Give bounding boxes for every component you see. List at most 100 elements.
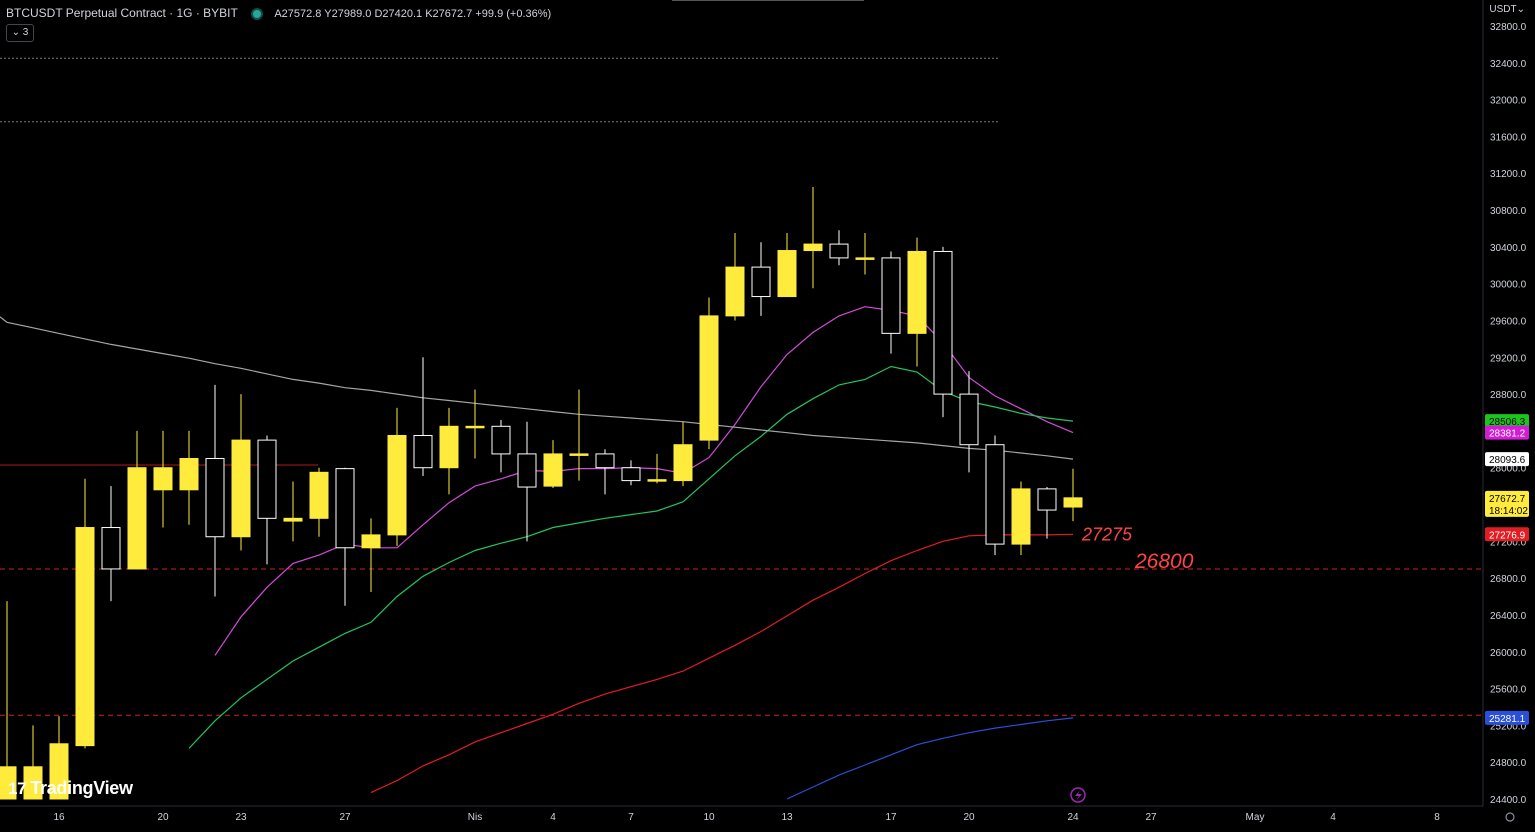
candle-20[interactable] bbox=[517, 421, 537, 542]
candle-19[interactable] bbox=[491, 419, 511, 473]
price-tick-label: 25600.0 bbox=[1490, 685, 1527, 696]
settings-gear-icon bbox=[1505, 812, 1515, 822]
currency-selector[interactable]: USDT⌄ bbox=[1489, 4, 1525, 15]
top-tab-indicator bbox=[672, 0, 864, 1]
chart-header: BTCUSDT Perpetual Contract · 1G · BYBIT … bbox=[6, 6, 551, 20]
collapse-indicators-button[interactable]: ⌄ 3 bbox=[6, 24, 34, 42]
candle-31[interactable] bbox=[803, 187, 823, 289]
candle-body bbox=[829, 243, 849, 259]
tradingview-logo-icon: 17 bbox=[8, 779, 27, 798]
price-tick-label: 27200.0 bbox=[1490, 537, 1527, 548]
price-label-box-5 bbox=[1485, 710, 1529, 725]
candle-body bbox=[491, 425, 511, 455]
time-tick-label: May bbox=[1246, 812, 1265, 823]
moving-average-line-1 bbox=[188, 365, 1074, 749]
time-tick-label: 4 bbox=[1330, 812, 1336, 823]
candle-15[interactable] bbox=[387, 407, 407, 546]
candle-33[interactable] bbox=[855, 233, 875, 275]
tradingview-logo[interactable]: 17 TradingView bbox=[8, 778, 133, 799]
candle-body bbox=[127, 467, 147, 570]
price-tick-label: 30800.0 bbox=[1490, 206, 1527, 217]
candle-4[interactable] bbox=[101, 486, 121, 602]
candle-body bbox=[751, 266, 771, 298]
time-tick-label: 17 bbox=[885, 812, 897, 823]
time-tick-label: Nis bbox=[468, 812, 482, 823]
price-tick-label: 29600.0 bbox=[1490, 316, 1527, 327]
candle-35[interactable] bbox=[907, 237, 927, 367]
candle-body bbox=[699, 315, 719, 441]
candle-27[interactable] bbox=[699, 297, 719, 450]
price-tick-label: 32400.0 bbox=[1490, 59, 1527, 70]
candle-body bbox=[595, 453, 615, 469]
candle-6[interactable] bbox=[153, 430, 173, 528]
symbol-title[interactable]: BTCUSDT Perpetual Contract · 1G · BYBIT bbox=[6, 6, 238, 20]
candle-28[interactable] bbox=[725, 233, 745, 321]
candle-3[interactable] bbox=[75, 478, 95, 749]
candle-23[interactable] bbox=[595, 449, 615, 495]
candle-17[interactable] bbox=[439, 407, 459, 495]
candle-14[interactable] bbox=[361, 518, 381, 592]
time-tick-label: 23 bbox=[235, 812, 247, 823]
candle-1[interactable] bbox=[23, 725, 43, 800]
candle-2[interactable] bbox=[49, 716, 69, 800]
price-tick-label: 26800.0 bbox=[1490, 574, 1527, 585]
candle-body bbox=[1011, 488, 1031, 545]
candle-13[interactable] bbox=[335, 467, 355, 606]
candle-12[interactable] bbox=[309, 467, 329, 537]
candle-22[interactable] bbox=[569, 389, 589, 481]
market-status-icon bbox=[252, 9, 261, 18]
candle-0[interactable] bbox=[0, 601, 17, 800]
candle-body bbox=[335, 468, 355, 549]
price-label-box-0 bbox=[1485, 414, 1529, 429]
price-tick-label: 26400.0 bbox=[1490, 611, 1527, 622]
candle-body bbox=[179, 458, 199, 491]
price-label-2: 28093.6 bbox=[1489, 455, 1526, 466]
candle-21[interactable] bbox=[543, 440, 563, 488]
candle-40[interactable] bbox=[1037, 487, 1057, 539]
candle-body bbox=[517, 453, 537, 488]
countdown-label: 18:14:02 bbox=[1489, 506, 1528, 517]
price-tick-label: 32800.0 bbox=[1490, 22, 1527, 33]
candle-36[interactable] bbox=[933, 246, 953, 418]
time-tick-label: 7 bbox=[628, 812, 634, 823]
candle-39[interactable] bbox=[1011, 481, 1031, 556]
moving-average-line-4 bbox=[0, 316, 1074, 460]
price-tick-label: 24800.0 bbox=[1490, 758, 1527, 769]
candle-body bbox=[231, 439, 251, 538]
candle-body bbox=[75, 527, 95, 747]
candle-30[interactable] bbox=[777, 233, 797, 298]
candle-body bbox=[257, 439, 277, 519]
price-label-1: 28381.2 bbox=[1489, 429, 1526, 440]
candle-body bbox=[985, 444, 1005, 545]
candle-18[interactable] bbox=[465, 389, 485, 459]
candle-9[interactable] bbox=[231, 394, 251, 551]
price-label-box-3 bbox=[1485, 490, 1529, 517]
candle-25[interactable] bbox=[647, 453, 667, 484]
candle-32[interactable] bbox=[829, 230, 849, 266]
candle-10[interactable] bbox=[257, 435, 277, 565]
price-tick-label: 30000.0 bbox=[1490, 280, 1527, 291]
logo-text: TradingView bbox=[30, 778, 133, 798]
moving-average-line-3 bbox=[786, 717, 1074, 800]
candle-body bbox=[933, 250, 953, 395]
candle-body bbox=[283, 517, 303, 522]
candle-body bbox=[413, 435, 433, 469]
time-tick-label: 24 bbox=[1067, 812, 1079, 823]
candle-24[interactable] bbox=[621, 460, 641, 486]
candle-26[interactable] bbox=[673, 421, 693, 487]
candle-37[interactable] bbox=[959, 371, 979, 473]
candle-body bbox=[1063, 497, 1083, 508]
candle-body bbox=[205, 458, 225, 538]
candle-29[interactable] bbox=[751, 242, 771, 316]
candle-body bbox=[803, 243, 823, 252]
candle-34[interactable] bbox=[881, 251, 901, 354]
price-tick-label: 31600.0 bbox=[1490, 132, 1527, 143]
candle-16[interactable] bbox=[413, 357, 433, 476]
candle-5[interactable] bbox=[127, 430, 147, 570]
candle-11[interactable] bbox=[283, 481, 303, 542]
candle-41[interactable] bbox=[1063, 468, 1083, 522]
candle-7[interactable] bbox=[179, 430, 199, 525]
candle-38[interactable] bbox=[985, 435, 1005, 556]
candle-8[interactable] bbox=[205, 384, 225, 597]
